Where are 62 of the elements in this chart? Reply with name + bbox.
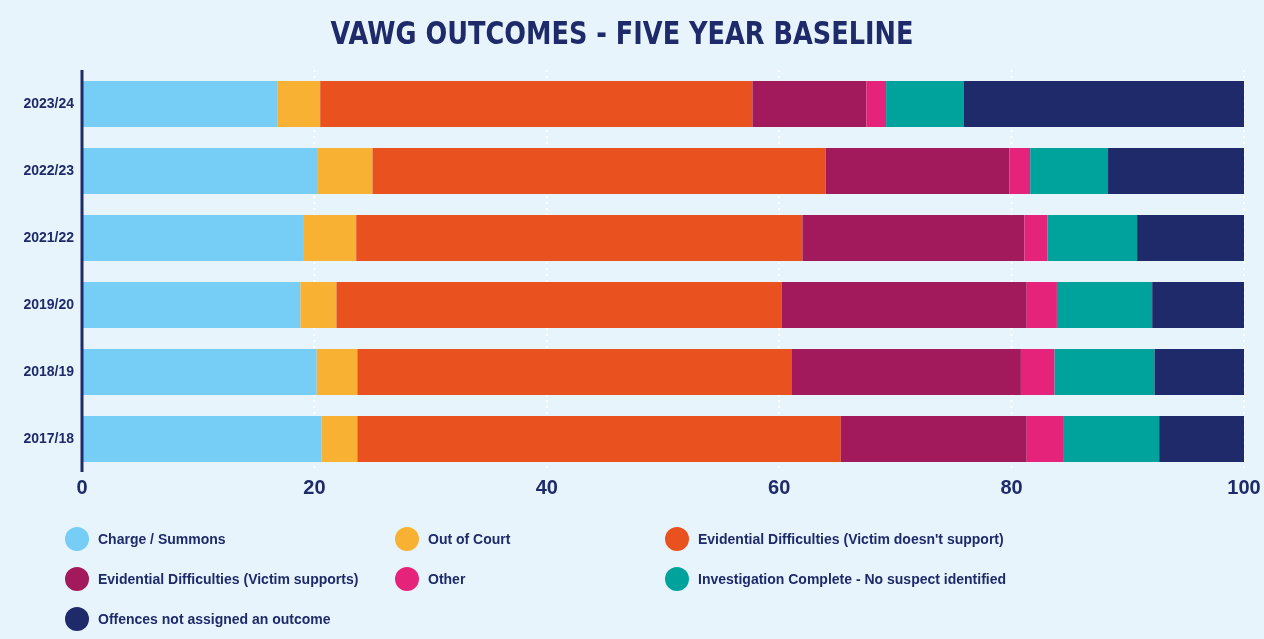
bar [1137,215,1244,261]
bar [1063,416,1160,462]
bar [866,81,887,127]
legend-label: Evidential Difficulties (Victim doesn't support) [698,531,1004,547]
x-tick-label: 80 [1000,476,1023,499]
bar [316,349,358,395]
bar [317,148,373,194]
y-tick-label: 2017/18 [23,430,75,447]
bar [82,349,317,395]
bar [840,416,1027,462]
legend-label: Charge / Summons [98,531,226,547]
bar [300,282,337,328]
x-tick-label: 60 [768,476,791,499]
bar [1009,148,1031,194]
bar [82,416,322,462]
bar [1108,148,1244,194]
bar [303,215,357,261]
bar [320,81,753,127]
y-tick-label: 2021/22 [23,229,75,246]
y-tick-label: 2019/20 [23,296,75,313]
bar [1026,282,1057,328]
bar [1154,349,1244,395]
bar [781,282,1027,328]
bar [1152,282,1244,328]
bar [1159,416,1244,462]
bar [1056,282,1153,328]
bar [1020,349,1055,395]
bar [791,349,1021,395]
legend-label: Offences not assigned an outcome [98,611,331,627]
bar [1054,349,1155,395]
bar [802,215,1025,261]
y-tick-label: 2018/19 [23,363,75,380]
bar [1047,215,1138,261]
x-tick-label: 20 [303,476,326,499]
x-tick-label: 0 [76,476,88,499]
bar [82,81,278,127]
bar [356,215,803,261]
bar [82,215,304,261]
bar [886,81,964,127]
bar [336,282,782,328]
bar [321,416,358,462]
bar [372,148,826,194]
x-tick-label: 40 [535,476,558,499]
bar [1024,215,1048,261]
legend-label: Out of Court [428,531,511,547]
bar [1030,148,1109,194]
bar [1026,416,1064,462]
bar [752,81,867,127]
bar [277,81,321,127]
legend-label: Evidential Difficulties (Victim supports) [98,571,359,587]
bar [963,81,1244,127]
legend-label: Other [428,571,466,587]
bar [82,282,301,328]
bar [357,416,841,462]
bar [357,349,792,395]
legend-label: Investigation Complete - No suspect identified [698,571,1007,587]
x-tick-label: 100 [1227,476,1261,499]
bar [825,148,1010,194]
y-tick-label: 2023/24 [23,95,75,112]
chart-title: VAWG OUTCOMES - FIVE YEAR BASELINE [329,13,915,52]
bar [82,148,318,194]
y-tick-label: 2022/23 [23,162,75,179]
